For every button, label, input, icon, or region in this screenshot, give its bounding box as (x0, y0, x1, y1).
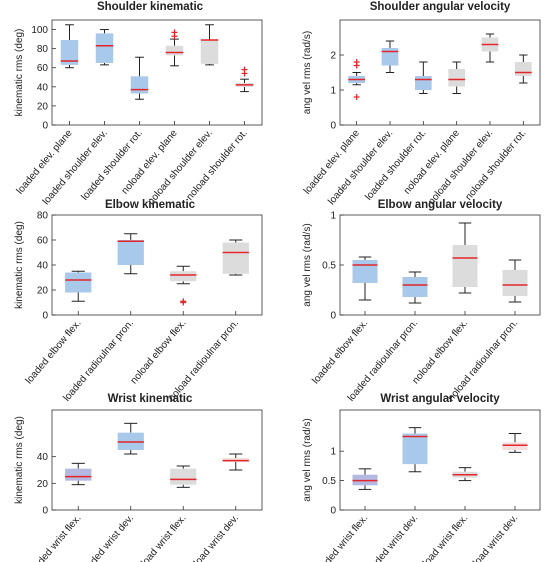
box (222, 242, 249, 274)
y-tick-label: 40 (37, 82, 49, 93)
x-tick-label: loaded elev. plane (302, 128, 362, 197)
x-tick-label: noload wrist dev. (464, 513, 520, 562)
y-tick-label: 2 (330, 51, 336, 62)
y-axis-label: ang vel rms (rad/s) (302, 223, 313, 306)
y-axis-label: ang vel rms (rad/s) (302, 418, 313, 501)
y-tick-label: 80 (37, 211, 49, 222)
y-axis-label: kinematic rms (deg) (14, 221, 25, 309)
plot-frame (51, 19, 263, 126)
box (170, 468, 197, 485)
y-tick-label: 0.5 (322, 476, 336, 487)
y-tick-label: 100 (31, 25, 48, 36)
chart-title: Shoulder angular velocity (370, 1, 511, 13)
x-tick-label: loaded shoulder rot. (80, 128, 145, 203)
box (130, 76, 149, 94)
y-tick-label: 0 (330, 311, 336, 322)
x-tick-label: noload shoulder elev. (146, 128, 215, 207)
box (515, 62, 532, 76)
y-axis-label: kinematic rms (deg) (14, 416, 25, 504)
panel: Wrist angular velocity ang vel rms (rad/s… (302, 393, 541, 562)
box (381, 48, 399, 66)
x-tick-label: noload elbow flex. (129, 318, 189, 386)
box (502, 442, 528, 450)
box (95, 33, 114, 63)
box (352, 260, 378, 283)
outlier (171, 29, 178, 36)
y-tick-label: 0 (42, 121, 48, 132)
box (200, 40, 219, 64)
panel: Elbow kinematic kinematic rms (deg) 0 20 40 6… (14, 199, 263, 404)
panel: Wrist kinematic kinematic rms (deg) 0 20 40 l… (14, 393, 263, 562)
panel: Shoulder kinematic kinematic rms (deg) 0 20… (14, 1, 263, 207)
box (60, 40, 79, 65)
x-tick-label: loaded wrist flex. (27, 513, 83, 562)
y-tick-label: 20 (37, 101, 49, 112)
x-tick-label: noload wrist dev. (185, 513, 241, 562)
y-tick-label: 1 (330, 447, 336, 458)
x-tick-label: noload shoulder rot. (463, 128, 528, 203)
y-tick-label: 80 (37, 44, 49, 55)
panel: Elbow angular velocity ang vel rms (rad/s… (302, 199, 541, 404)
x-tick-label: loaded wrist dev. (364, 513, 420, 562)
y-tick-label: 20 (37, 286, 49, 297)
plot-frame (51, 409, 263, 511)
y-tick-label: 1 (330, 211, 336, 222)
plot-frame (339, 19, 541, 126)
box (65, 468, 92, 481)
y-tick-label: 60 (37, 63, 49, 74)
x-tick-label: loaded wrist dev. (80, 513, 136, 562)
box (402, 277, 428, 297)
box (65, 272, 92, 293)
x-tick-label: noload shoulder rot. (185, 128, 250, 203)
y-tick-label: 20 (37, 479, 49, 490)
y-tick-label: 0 (42, 506, 48, 517)
x-tick-label: noload shoulder elev. (426, 128, 495, 207)
chart-title: Wrist angular velocity (380, 393, 500, 405)
outlier (180, 298, 187, 305)
x-tick-label: loaded elbow flex. (310, 318, 370, 386)
panel: Shoulder angular velocity ang vel rms (ra… (302, 1, 541, 207)
chart-title: Wrist kinematic (108, 393, 193, 405)
y-tick-label: 0 (330, 121, 336, 132)
x-tick-label: loaded shoulder elev. (326, 128, 395, 207)
box (117, 240, 144, 265)
chart-title: Elbow angular velocity (378, 199, 503, 211)
y-tick-label: 0 (42, 311, 48, 322)
x-tick-label: noload wrist flex. (414, 513, 470, 562)
box (448, 69, 465, 87)
y-axis-label: kinematic rms (deg) (14, 29, 25, 117)
box (402, 433, 428, 465)
box (452, 245, 478, 287)
y-tick-label: 40 (37, 452, 49, 463)
x-tick-label: loaded shoulder elev. (41, 128, 110, 207)
x-tick-label: noload elbow flex. (410, 318, 470, 386)
box (170, 271, 197, 282)
y-axis-label: ang vel rms (rad/s) (302, 31, 313, 114)
box (502, 270, 528, 296)
chart-title: Elbow kinematic (105, 199, 196, 211)
x-tick-label: loaded elbow flex. (24, 318, 84, 386)
outlier (241, 66, 248, 73)
x-tick-label: noload wrist flex. (132, 513, 188, 562)
y-tick-label: 60 (37, 236, 49, 247)
outlier (353, 94, 360, 100)
y-tick-label: 0 (330, 506, 336, 517)
y-tick-label: 1 (330, 86, 336, 97)
chart-title: Shoulder kinematic (97, 1, 204, 13)
plot-frame (339, 409, 541, 511)
y-tick-label: 0.5 (322, 261, 336, 272)
box (415, 76, 432, 90)
y-tick-label: 40 (37, 261, 49, 272)
x-tick-label: loaded shoulder rot. (363, 128, 428, 203)
x-tick-label: loaded wrist flex. (314, 513, 370, 562)
outlier (353, 59, 360, 65)
box (165, 45, 184, 56)
